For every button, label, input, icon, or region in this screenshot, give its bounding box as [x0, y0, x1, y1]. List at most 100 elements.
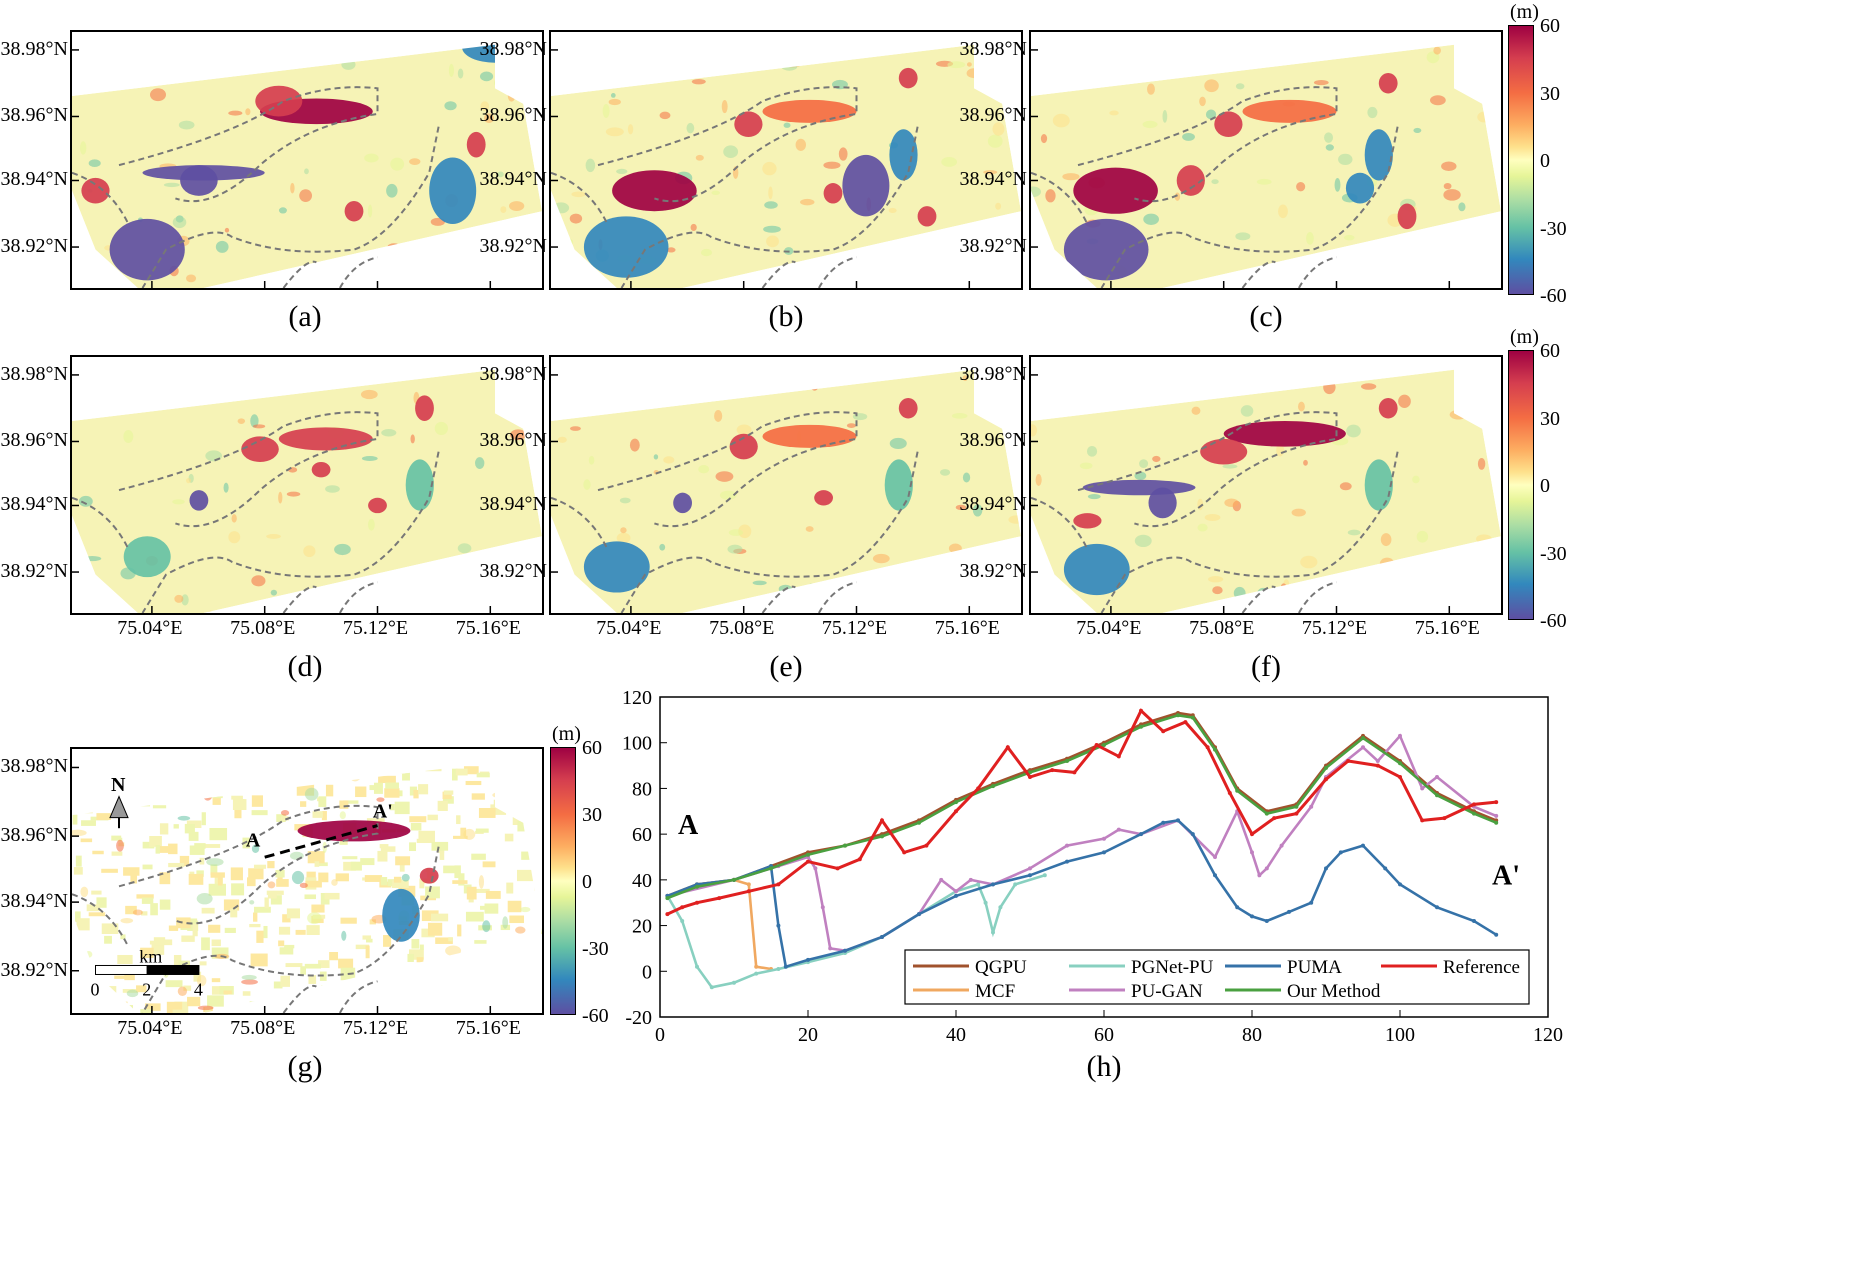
speckle	[295, 929, 306, 935]
noise-patch	[838, 147, 848, 161]
speckle	[159, 872, 171, 885]
deformation-map	[551, 44, 1021, 288]
deformation-blob	[734, 111, 763, 137]
speckle	[75, 855, 82, 867]
noise-patch	[270, 589, 278, 596]
speckle	[321, 811, 327, 821]
speckle	[408, 949, 424, 960]
lat-tick-label: 38.92°N	[479, 560, 547, 583]
deformation-blob	[583, 216, 669, 278]
noise-patch	[987, 134, 1003, 148]
speckle	[74, 868, 80, 872]
noise-patch	[280, 810, 290, 816]
speckle	[507, 900, 522, 913]
speckle	[249, 923, 261, 928]
speckle	[219, 985, 234, 995]
noise-patch	[483, 113, 495, 124]
speckle	[208, 883, 226, 896]
noise-patch	[951, 412, 968, 419]
glacier-outline	[620, 451, 919, 613]
noise-patch	[1324, 132, 1334, 143]
series-point	[1227, 791, 1232, 795]
lat-tick-label: 38.94°N	[959, 168, 1027, 191]
glacier-outline	[282, 256, 378, 288]
noise-patch	[509, 429, 527, 441]
series-point	[998, 905, 1003, 910]
panel-label: (c)	[1249, 300, 1283, 333]
noise-patch	[620, 527, 627, 534]
noise-patch	[736, 424, 752, 436]
noise-patch	[1416, 530, 1429, 543]
deformation-blob	[673, 492, 692, 514]
noise-patch	[1256, 178, 1272, 185]
lat-tick-label: 38.94°N	[0, 890, 68, 913]
speckle	[416, 838, 431, 844]
noise-patch	[1040, 134, 1048, 144]
noise-patch	[1174, 192, 1181, 201]
speckle	[230, 867, 243, 881]
speckle	[427, 814, 438, 821]
noise-patch	[444, 101, 457, 111]
lon-tick-label: 75.04°E	[117, 1017, 183, 1039]
speckle	[506, 882, 514, 894]
noise-patch	[1191, 406, 1201, 415]
speckle	[362, 935, 372, 940]
speckle	[96, 897, 107, 908]
series-point	[976, 882, 981, 887]
series-point	[665, 896, 670, 901]
speckle	[463, 766, 479, 775]
noise-patch	[186, 478, 192, 484]
colorbar	[1508, 350, 1534, 620]
speckle	[471, 853, 486, 860]
panel-label: (b)	[768, 300, 804, 333]
legend-label: MCF	[975, 981, 1015, 1002]
series-point	[954, 889, 958, 894]
speckle	[380, 877, 388, 886]
series-point	[783, 964, 788, 969]
noise-patch	[1222, 464, 1238, 469]
speckle	[232, 799, 247, 810]
noise-patch	[1079, 462, 1093, 470]
noise-patch	[1109, 110, 1119, 116]
noise-patch	[1045, 189, 1056, 203]
series-point	[1472, 802, 1476, 807]
lon-tick-label: 75.08°E	[709, 617, 775, 639]
deformation-blob	[1378, 72, 1398, 94]
speckle	[75, 911, 81, 923]
speckle	[251, 810, 268, 816]
noise-patch	[805, 526, 814, 532]
scale-tick: 0	[91, 979, 100, 999]
noise-patch	[1298, 401, 1305, 412]
speckle	[273, 981, 283, 989]
noise-patch	[307, 912, 322, 925]
speckle	[431, 914, 445, 919]
noise-patch	[1306, 231, 1314, 245]
speckle	[339, 839, 348, 845]
speckle	[155, 844, 160, 854]
noise-patch	[174, 594, 184, 603]
series-point	[1028, 873, 1032, 878]
noise-patch	[304, 168, 309, 175]
noise-patch	[995, 202, 1002, 210]
noise-patch	[738, 524, 752, 539]
legend-label: PU-GAN	[1131, 981, 1203, 1002]
glacier-outline	[118, 804, 379, 925]
speckle	[431, 841, 449, 851]
series-point	[680, 919, 685, 923]
noise-patch	[299, 882, 308, 889]
glacier-outline	[761, 256, 857, 288]
speckle	[435, 937, 453, 944]
series-point	[1005, 745, 1010, 750]
speckle	[311, 904, 325, 913]
colorbar-tick: -60	[1540, 610, 1567, 632]
speckle	[123, 867, 140, 876]
noise-patch	[1197, 523, 1208, 532]
colorbar	[550, 747, 576, 1015]
series-point	[954, 893, 958, 898]
deformation-blob	[415, 395, 434, 421]
noise-patch	[72, 829, 87, 837]
lat-tick-label: 38.92°N	[0, 235, 68, 258]
speckle	[286, 908, 301, 919]
speckle	[355, 786, 367, 798]
speckle	[278, 926, 291, 935]
